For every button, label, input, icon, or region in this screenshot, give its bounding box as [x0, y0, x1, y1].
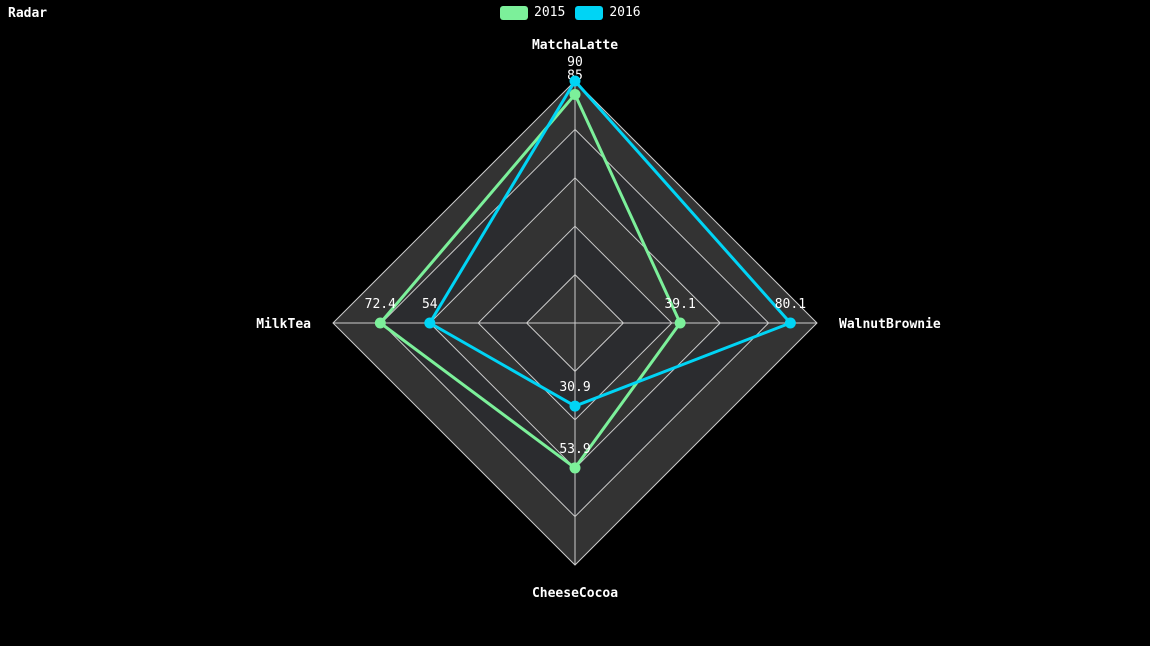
legend-item-2015[interactable]: 2015	[500, 5, 565, 20]
data-label-2015-cheesecocoa: 53.9	[559, 442, 590, 457]
indicator-label-cheesecocoa: CheeseCocoa	[532, 586, 618, 601]
legend-swatch-2015	[500, 5, 528, 20]
data-point-2016-milktea	[424, 317, 436, 329]
data-point-2015-milktea	[374, 317, 386, 329]
data-point-2015-cheesecocoa	[569, 462, 581, 474]
legend-label-2016: 2016	[609, 5, 641, 20]
data-label-2016-matchalatte: 90	[567, 55, 583, 70]
chart-title: Radar	[8, 6, 48, 21]
indicator-label-matchalatte: MatchaLatte	[532, 38, 618, 53]
legend-label-2015: 2015	[534, 5, 566, 20]
data-point-2016-walnutbrownie	[784, 317, 796, 329]
legend: 2015 2016	[500, 5, 641, 20]
data-point-2015-walnutbrownie	[674, 317, 686, 329]
legend-swatch-2016	[575, 5, 604, 20]
indicator-label-milktea: MilkTea	[256, 317, 311, 332]
data-point-2015-matchalatte	[569, 88, 581, 100]
data-label-2016-walnutbrownie: 80.1	[775, 297, 806, 312]
data-point-2016-matchalatte	[569, 75, 581, 87]
data-label-2015-milktea: 72.4	[365, 297, 396, 312]
indicator-label-walnutbrownie: WalnutBrownie	[839, 317, 941, 332]
legend-item-2016[interactable]: 2016	[575, 5, 641, 20]
data-label-2015-walnutbrownie: 39.1	[664, 297, 695, 312]
data-point-2016-cheesecocoa	[569, 400, 581, 412]
data-label-2016-cheesecocoa: 30.9	[559, 380, 590, 395]
data-label-2016-milktea: 54	[422, 297, 438, 312]
